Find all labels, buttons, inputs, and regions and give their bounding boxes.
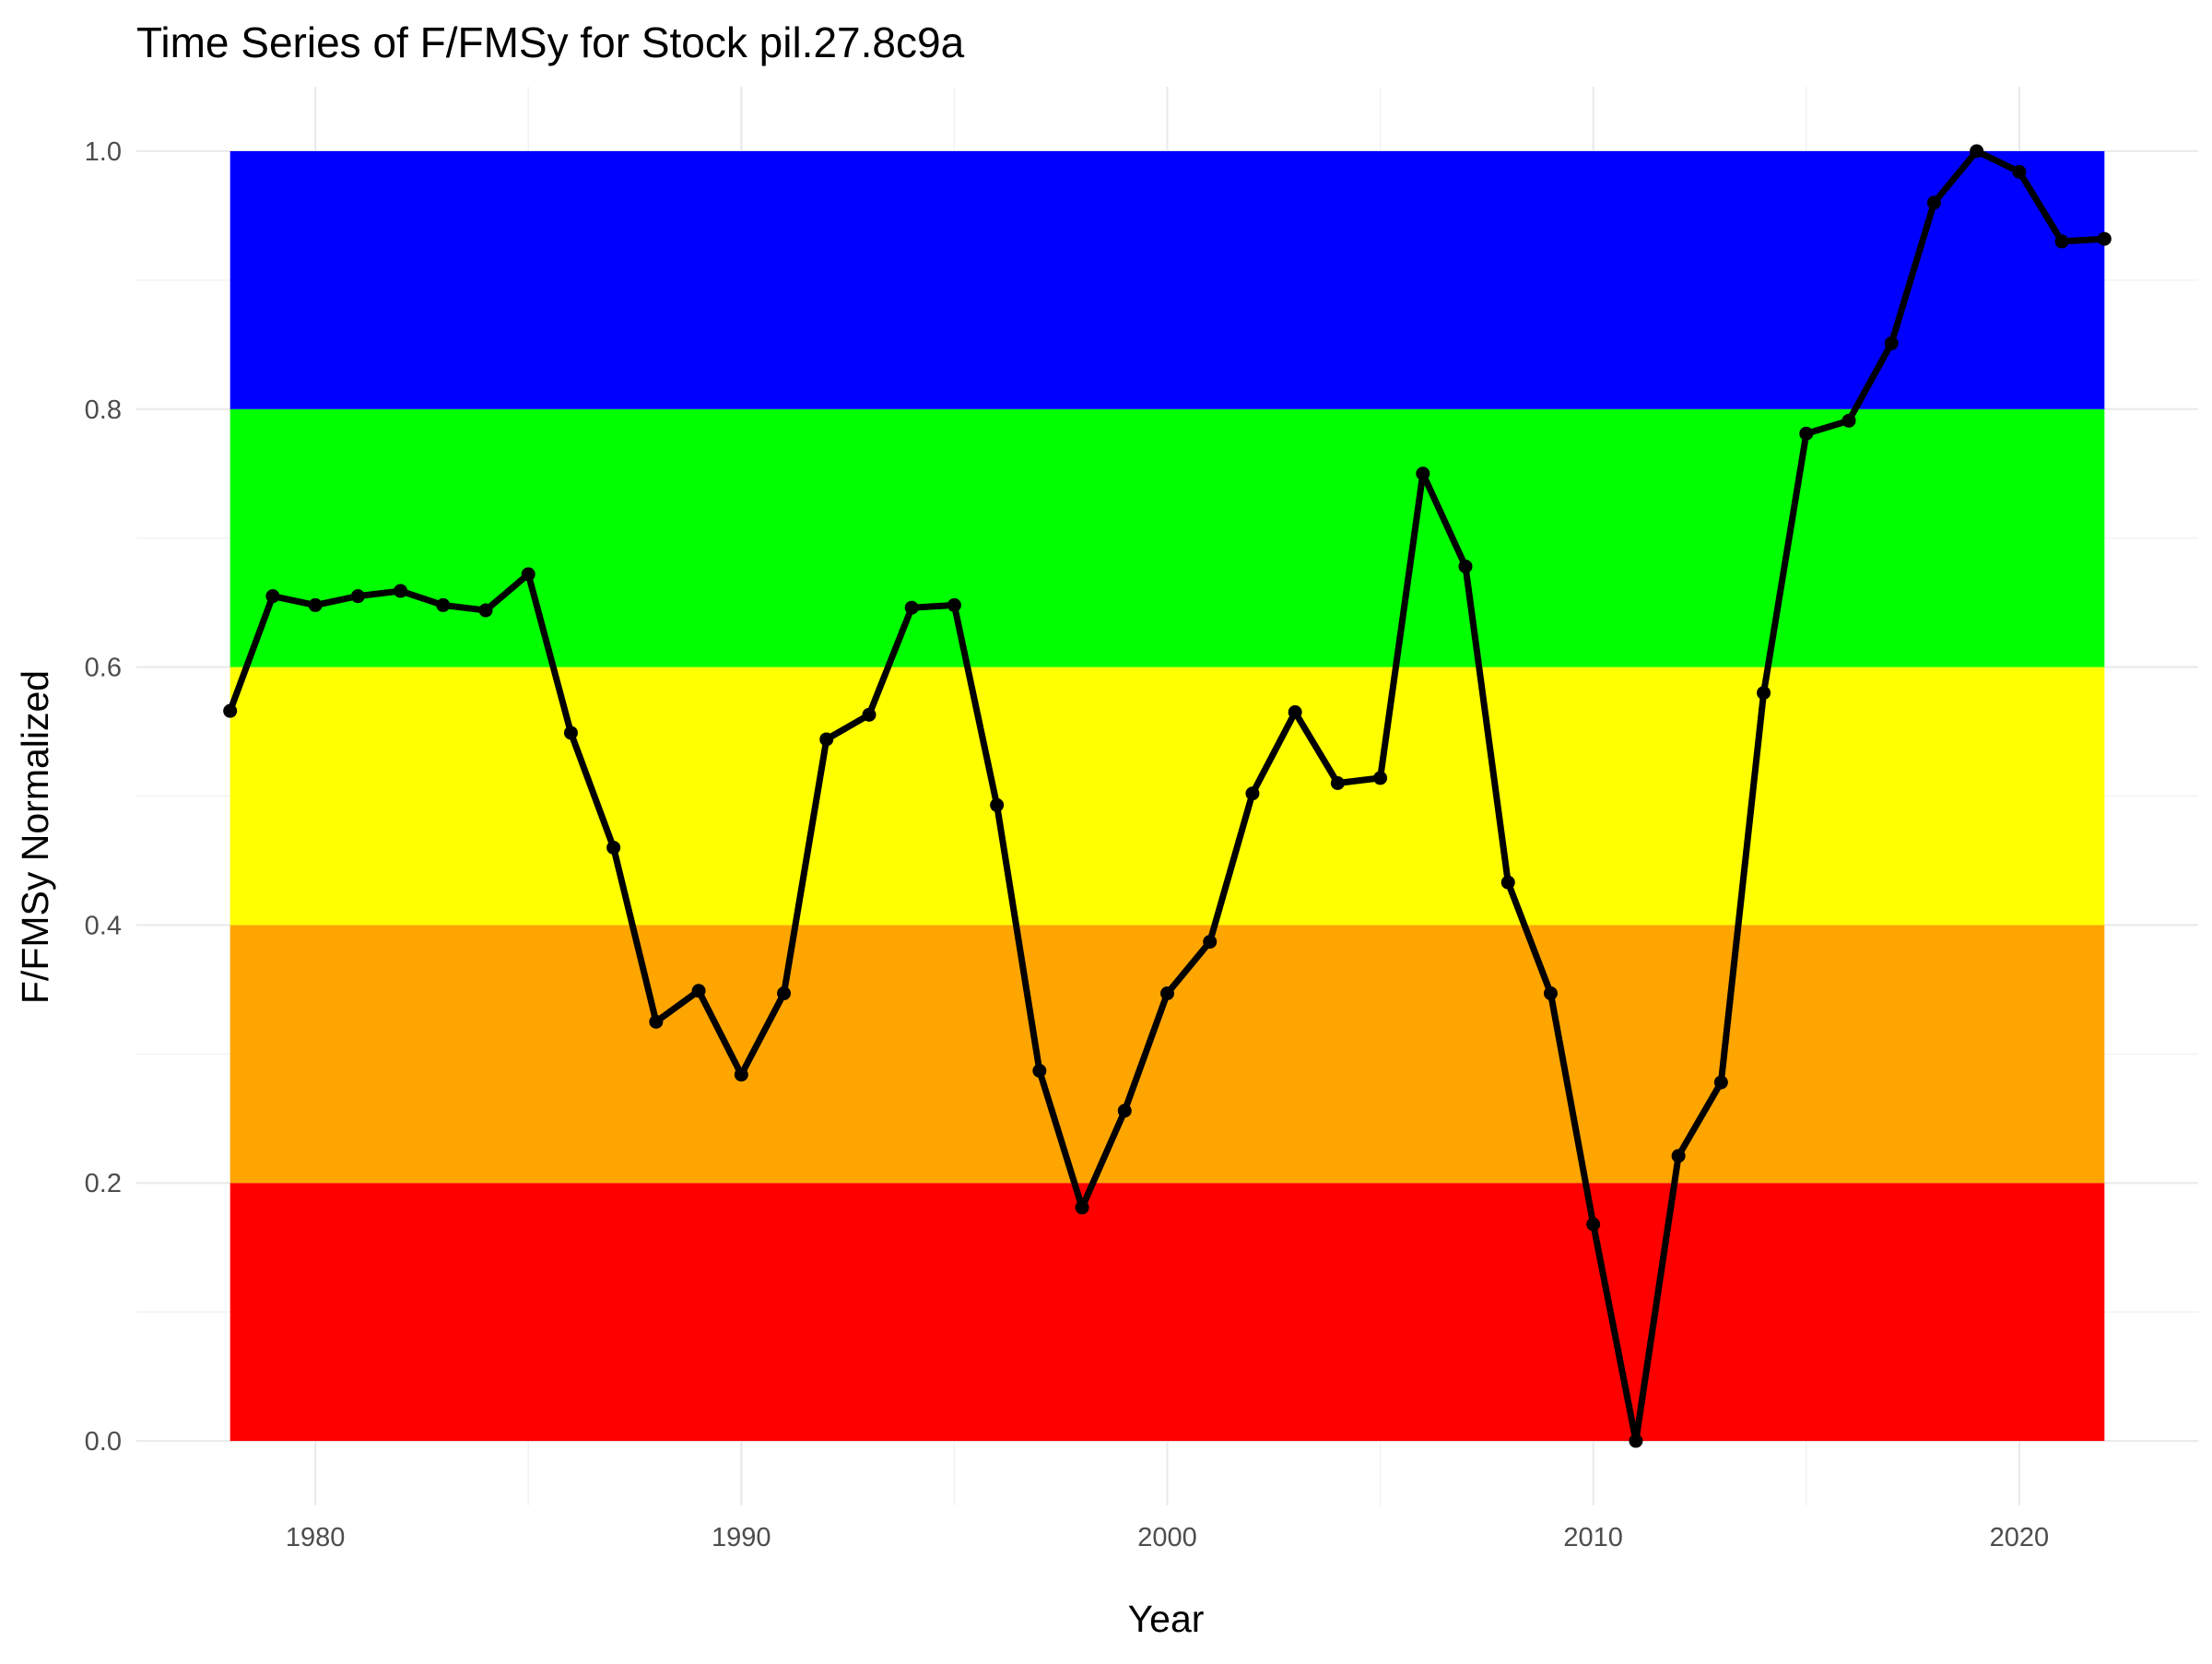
data-point [649, 1014, 664, 1029]
data-point [1757, 686, 1771, 701]
x-tick-label: 1990 [712, 1523, 771, 1552]
y-tick-label: 0.6 [85, 654, 122, 683]
data-point [1330, 776, 1345, 791]
x-axis-title: Year [1128, 1598, 1205, 1640]
data-point [1245, 786, 1260, 801]
data-point [1288, 705, 1302, 720]
data-point [1458, 559, 1473, 573]
data-point [350, 589, 365, 604]
y-tick-label: 1.0 [85, 137, 122, 167]
data-point [394, 584, 408, 598]
band-1 [229, 925, 2105, 1184]
data-point [563, 726, 578, 740]
data-point [1500, 875, 1515, 890]
data-point [478, 603, 493, 618]
x-tick-label: 2000 [1137, 1523, 1197, 1552]
y-tick-label: 0.0 [85, 1427, 122, 1457]
data-point [734, 1068, 748, 1082]
chart-title: Time Series of F/FMSy for Stock pil.27.8… [136, 18, 965, 66]
data-point [1629, 1434, 1643, 1448]
data-point [1203, 935, 1218, 950]
data-point [1671, 1149, 1686, 1163]
data-point [1117, 1103, 1132, 1118]
x-tick-label: 2010 [1563, 1523, 1623, 1552]
y-tick-label: 0.8 [85, 395, 122, 425]
data-point [1884, 336, 1899, 350]
band-fills [229, 150, 2105, 1442]
data-point [2097, 231, 2112, 246]
data-point [265, 589, 280, 604]
y-tick-label: 0.4 [85, 911, 122, 940]
data-point [819, 732, 834, 747]
data-point [1160, 986, 1174, 1001]
data-point [904, 600, 919, 615]
data-point [308, 597, 323, 612]
data-point [2012, 164, 2027, 179]
data-point [521, 567, 535, 582]
data-point [1586, 1217, 1601, 1232]
data-point [862, 707, 877, 722]
band-2 [229, 667, 2105, 926]
x-tick-label: 1980 [286, 1523, 346, 1552]
band-3 [229, 408, 2105, 667]
data-point [1543, 986, 1558, 1001]
data-point [1926, 195, 1941, 210]
data-point [436, 597, 451, 612]
band-0 [229, 1183, 2105, 1442]
y-axis-title: F/FMSy Normalized [14, 670, 56, 1004]
data-point [1032, 1064, 1047, 1079]
data-point [1841, 413, 1856, 428]
y-axis-ticks: 0.0 0.2 0.4 0.6 0.8 1.0 [85, 137, 122, 1457]
data-point [1416, 466, 1430, 481]
data-point [606, 840, 621, 855]
data-point [1075, 1200, 1089, 1215]
x-axis-ticks: 1980 1990 2000 2010 2020 [286, 1523, 2049, 1552]
data-point [691, 984, 706, 998]
data-point [1373, 771, 1388, 785]
x-tick-label: 2020 [1990, 1523, 2050, 1552]
data-point [777, 986, 792, 1001]
data-point [1799, 426, 1814, 441]
band-4 [229, 150, 2105, 409]
data-points [223, 144, 2112, 1448]
data-point [1970, 144, 1984, 159]
data-point [990, 797, 1005, 812]
data-point [947, 597, 961, 612]
data-point [2054, 234, 2069, 249]
data-point [223, 703, 238, 718]
data-point [1713, 1075, 1728, 1090]
y-tick-label: 0.2 [85, 1169, 122, 1198]
